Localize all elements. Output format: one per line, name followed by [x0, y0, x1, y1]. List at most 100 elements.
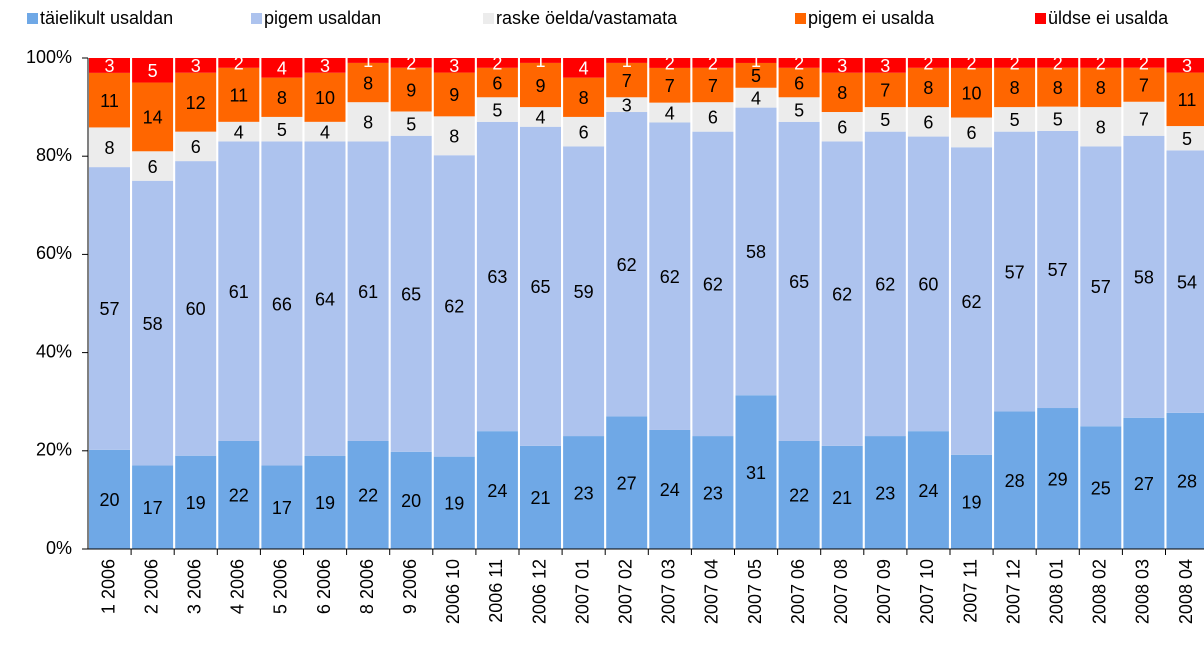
bar-segment — [563, 116, 605, 147]
data-label: 6 — [923, 113, 933, 133]
data-label: 3 — [1182, 56, 1192, 76]
data-label: 4 — [277, 59, 287, 79]
bar-segment — [347, 62, 389, 103]
bar-segment — [304, 121, 346, 142]
x-tick-label: 2007 06 — [788, 559, 808, 624]
bar-segment — [994, 107, 1036, 132]
bar-segment — [132, 82, 174, 152]
data-label: 62 — [444, 297, 464, 317]
data-label: 19 — [186, 493, 206, 513]
data-label: 6 — [191, 137, 201, 157]
data-label: 62 — [617, 255, 637, 275]
bar-segment — [218, 141, 260, 441]
bar-segment — [735, 62, 777, 88]
bar-segment — [218, 440, 260, 549]
bar-segment — [606, 416, 648, 549]
bar-segment — [304, 58, 346, 73]
bar-segment — [433, 155, 475, 457]
x-tick-label: 1 2006 — [98, 559, 118, 614]
data-label: 5 — [751, 66, 761, 86]
bar-segment — [951, 117, 992, 148]
bar-segment — [520, 445, 561, 549]
y-tick-label: 100% — [26, 47, 72, 67]
data-label: 5 — [148, 61, 158, 81]
bar-segment — [994, 131, 1036, 412]
x-tick-label: 2 2006 — [141, 559, 161, 614]
bar-segment — [304, 141, 346, 456]
bar-segment — [520, 107, 561, 127]
bar-segment — [175, 131, 217, 162]
data-label: 62 — [961, 292, 981, 312]
legend-label: raske öelda/vastamata — [496, 8, 678, 28]
data-label: 29 — [1048, 469, 1068, 489]
data-label: 9 — [535, 76, 545, 96]
data-label: 19 — [444, 494, 464, 514]
bar-segment — [606, 58, 648, 63]
bar-segment — [1123, 101, 1165, 136]
data-label: 66 — [272, 294, 292, 314]
data-label: 10 — [961, 83, 981, 103]
data-label: 65 — [401, 285, 421, 305]
x-tick-label: 8 2006 — [357, 559, 377, 614]
bar-segment — [1123, 417, 1165, 549]
data-label: 20 — [401, 491, 421, 511]
x-tick-label: 2008 01 — [1047, 559, 1067, 624]
data-label: 65 — [789, 272, 809, 292]
data-label: 7 — [1139, 75, 1149, 95]
data-label: 22 — [789, 486, 809, 506]
data-label: 5 — [1010, 110, 1020, 130]
bar-segment — [994, 411, 1036, 549]
bar-segment — [304, 72, 346, 122]
bar-segment — [864, 436, 906, 549]
data-label: 5 — [1182, 129, 1192, 149]
data-label: 4 — [579, 59, 589, 79]
data-label: 2 — [708, 54, 718, 74]
data-label: 5 — [492, 100, 502, 120]
data-label: 8 — [1096, 117, 1106, 137]
bar-segment — [175, 161, 217, 456]
data-label: 62 — [875, 275, 895, 295]
data-label: 8 — [1096, 78, 1106, 98]
bar-segment — [390, 111, 432, 136]
x-tick-label: 2007 01 — [572, 559, 592, 624]
data-label: 60 — [918, 275, 938, 295]
data-label: 57 — [99, 299, 119, 319]
bar-segment — [261, 58, 303, 78]
data-label: 5 — [406, 114, 416, 134]
x-tick-label: 5 2006 — [271, 559, 291, 614]
data-label: 6 — [492, 73, 502, 93]
bar-segment — [1037, 106, 1079, 131]
x-tick-label: 6 2006 — [314, 559, 334, 614]
bar-segment — [864, 107, 906, 132]
legend-swatch — [483, 13, 494, 24]
data-label: 62 — [703, 275, 723, 295]
bar-segment — [1037, 130, 1079, 409]
bar-segment — [1037, 67, 1079, 107]
data-label: 11 — [229, 86, 248, 106]
data-label: 8 — [363, 113, 373, 133]
data-label: 6 — [708, 108, 718, 128]
bar-segment — [1037, 408, 1079, 549]
data-label: 11 — [1178, 90, 1197, 110]
data-label: 58 — [1134, 268, 1154, 288]
data-label: 10 — [315, 88, 335, 108]
data-label: 59 — [574, 282, 594, 302]
data-label: 24 — [660, 480, 680, 500]
bar-segment — [563, 77, 605, 117]
bar-segment — [476, 67, 518, 98]
data-label: 65 — [530, 277, 550, 297]
data-label: 4 — [665, 103, 675, 123]
x-tick-label: 2007 09 — [874, 559, 894, 624]
data-label: 25 — [1091, 478, 1111, 498]
data-label: 22 — [358, 486, 378, 506]
bar-segment — [606, 97, 648, 113]
data-label: 8 — [1010, 78, 1020, 98]
bar-segment — [649, 102, 691, 123]
bar-segment — [692, 131, 734, 437]
bar-segment — [218, 121, 260, 142]
data-label: 1 — [363, 51, 373, 71]
data-label: 61 — [358, 282, 378, 302]
data-label: 9 — [406, 80, 416, 100]
x-tick-label: 2007 03 — [659, 559, 679, 624]
